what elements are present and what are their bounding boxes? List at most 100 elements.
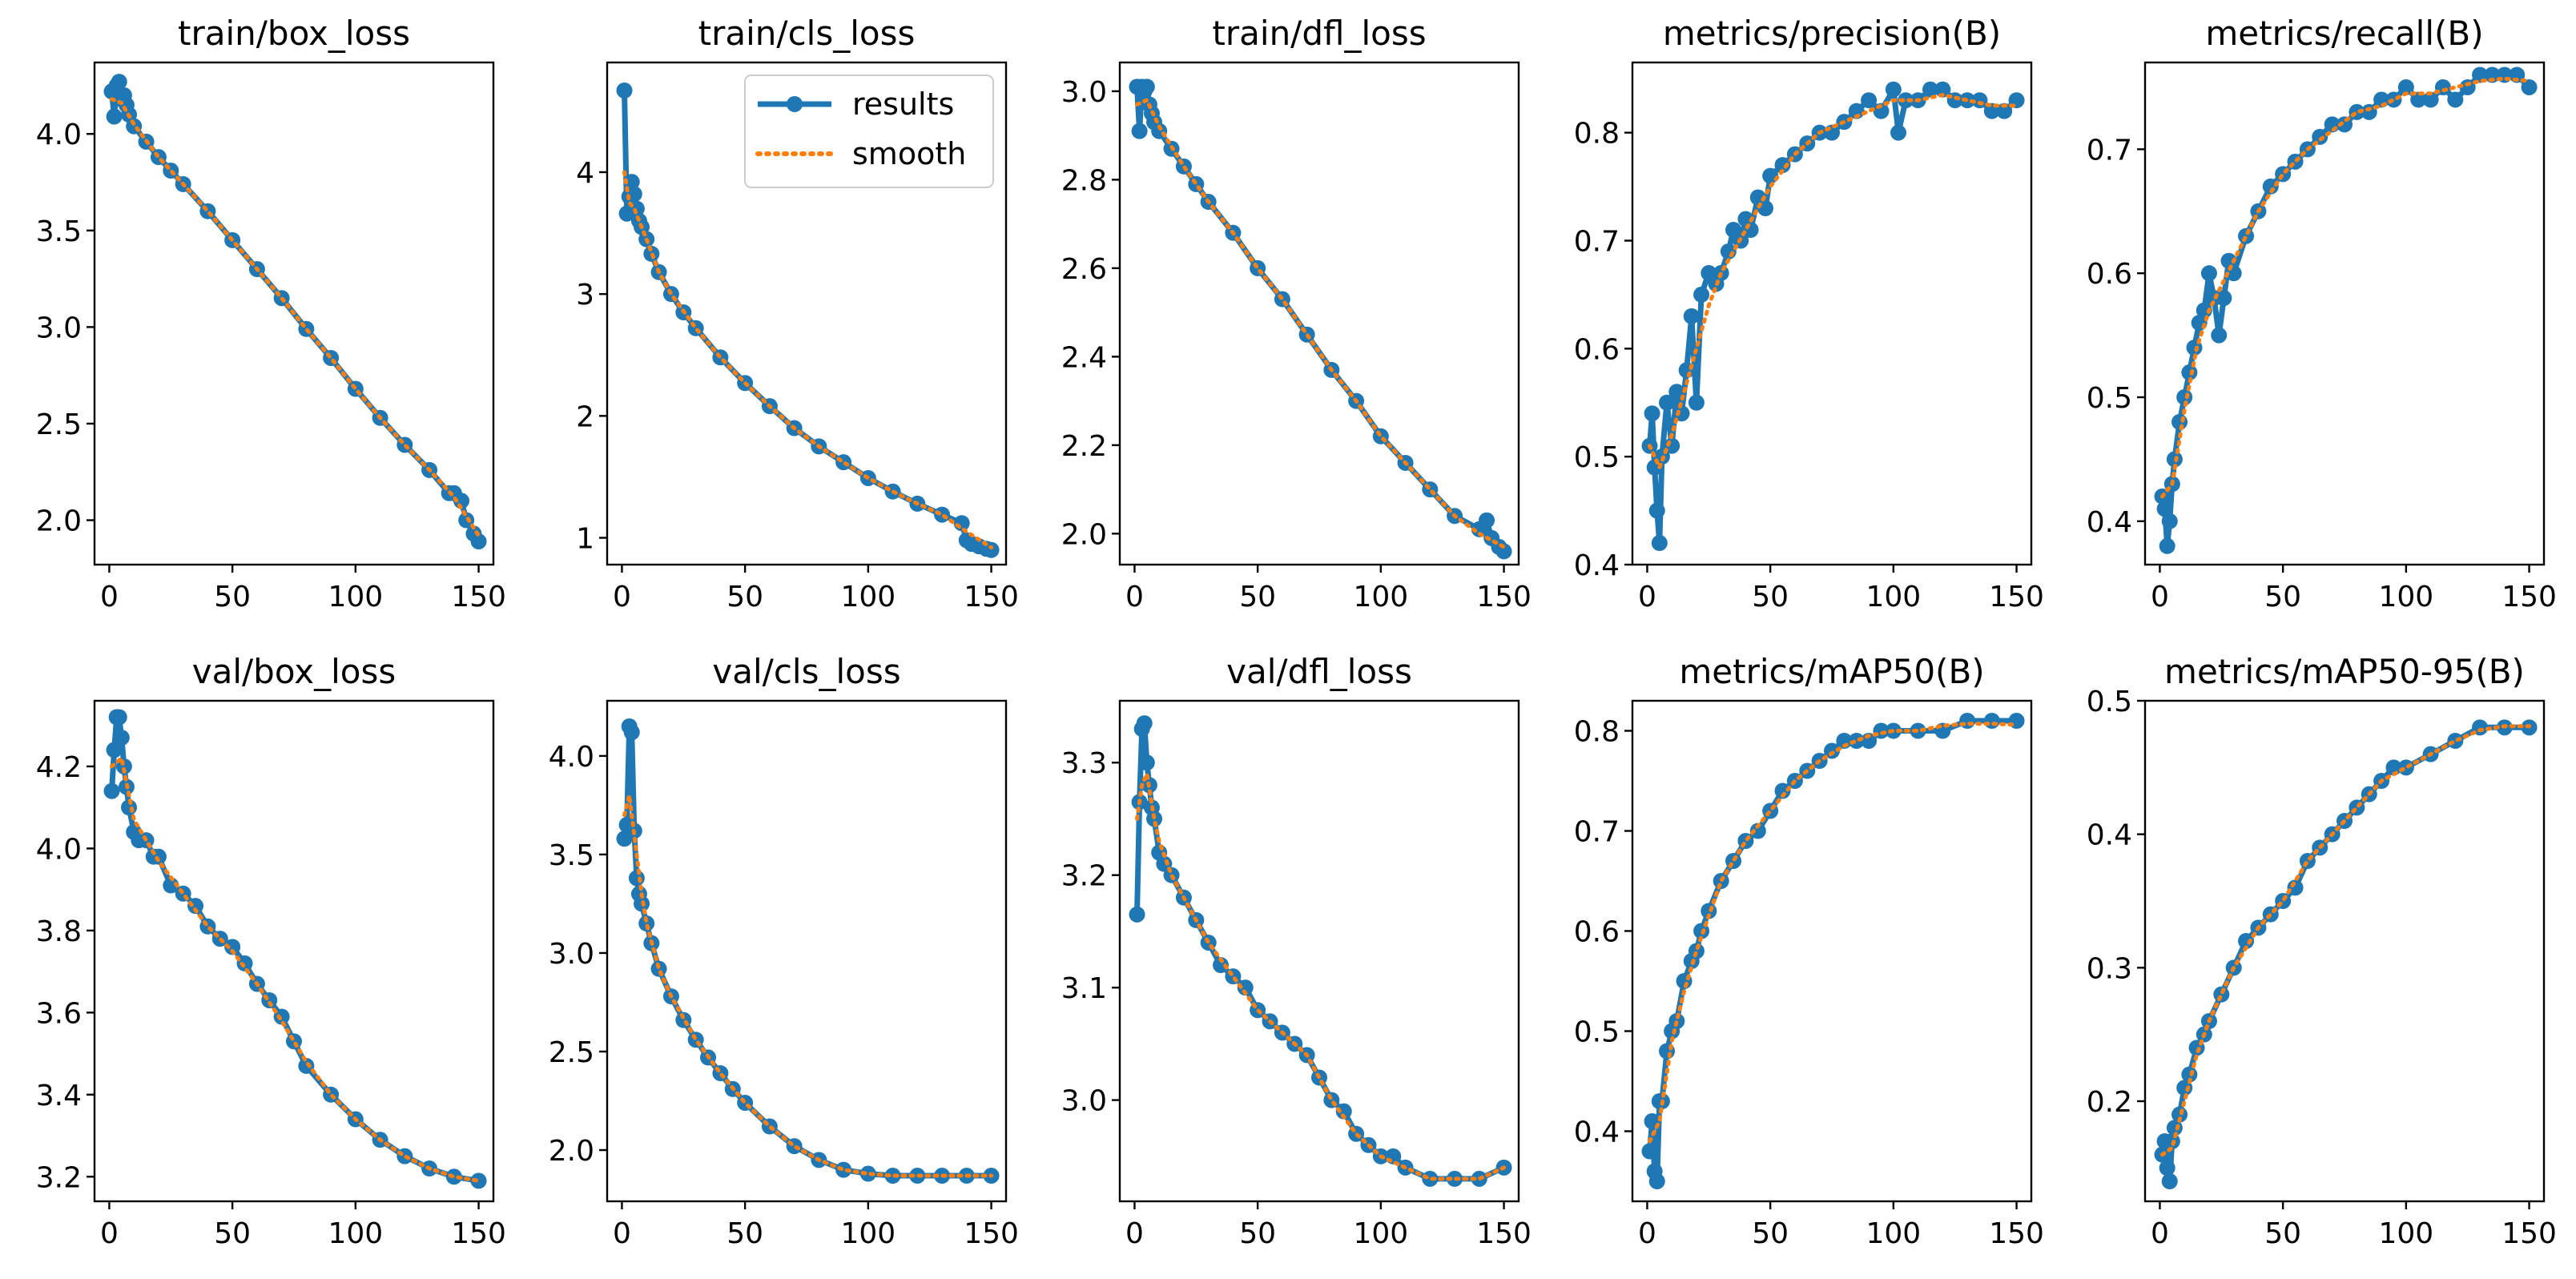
results-point: [199, 918, 216, 935]
y-tick-label: 2.6: [1061, 253, 1107, 286]
panel-title: train/cls_loss: [698, 14, 916, 53]
results-point: [1720, 243, 1737, 259]
results-point: [2161, 513, 2178, 529]
x-tick-label: 150: [1476, 1217, 1532, 1250]
y-tick-label: 2.8: [1061, 164, 1107, 197]
y-tick-label: 0.5: [2087, 686, 2132, 718]
y-tick-label: 0.6: [2087, 258, 2132, 291]
results-point: [2166, 1120, 2183, 1136]
results-point: [1848, 103, 1865, 119]
results-point: [199, 203, 216, 219]
results-point: [458, 512, 475, 529]
y-tick-label: 3.3: [1061, 747, 1107, 780]
x-tick-label: 150: [2502, 1217, 2557, 1250]
results-point: [2211, 327, 2228, 344]
x-tick-label: 50: [1239, 1217, 1276, 1250]
x-tick-label: 0: [1638, 581, 1656, 613]
y-tick-label: 0.4: [1574, 549, 1620, 582]
panel-title: train/box_loss: [178, 14, 410, 53]
x-tick-label: 50: [1752, 581, 1789, 613]
x-tick-label: 100: [1866, 581, 1921, 613]
results-point: [1922, 81, 1938, 98]
results-point: [224, 939, 241, 955]
results-point: [2238, 933, 2255, 949]
y-tick-label: 2.0: [549, 1135, 594, 1168]
y-tick-label: 3.5: [549, 839, 594, 872]
y-tick-label: 0.7: [2087, 134, 2132, 167]
y-tick-label: 3.0: [36, 312, 82, 344]
x-tick-label: 100: [1353, 1217, 1408, 1250]
smooth-line: [1135, 97, 1507, 549]
results-point: [470, 1172, 487, 1189]
panel-train-dfl-loss: train/dfl_loss 0 50 100 150 2.0 2.2 2.4 2.6 2.8 3.…: [1061, 14, 1532, 613]
smooth-line: [1648, 92, 2019, 473]
axes-frame: [1118, 61, 1520, 566]
results-point: [2156, 501, 2173, 517]
panel-title: train/dfl_loss: [1212, 14, 1426, 53]
x-tick-label: 0: [1125, 581, 1144, 613]
results-point: [1129, 906, 1145, 923]
panel-metrics-precision-b: metrics/precision(B) 0 50 100 150 0.4 0.5 0.6 0.…: [1574, 14, 2044, 613]
axes-frame: [2143, 699, 2546, 1203]
axes-frame: [1631, 61, 2033, 566]
results-point: [286, 1033, 302, 1050]
x-tick-label: 50: [1752, 1217, 1789, 1250]
y-tick-label: 2.5: [36, 408, 82, 441]
results-point: [786, 1138, 803, 1155]
results-point: [1385, 1148, 1402, 1164]
results-point: [616, 82, 633, 99]
results-point: [1762, 802, 1779, 819]
x-tick-label: 0: [100, 581, 119, 613]
results-point: [2275, 893, 2292, 909]
x-tick-label: 50: [214, 1217, 251, 1250]
y-tick-label: 2.0: [1061, 518, 1107, 551]
results-line: [1647, 718, 2020, 1184]
y-tick-label: 3.8: [36, 915, 82, 948]
panel-train-box-loss: train/box_loss 0 50 100 150 2.0 2.5 3.0 3.5 4.0: [36, 14, 506, 613]
results-point: [1335, 1103, 1352, 1120]
y-tick-label: 0.3: [2087, 952, 2132, 985]
y-tick-label: 0.6: [1574, 333, 1620, 366]
panel-title: metrics/mAP50(B): [1679, 652, 1984, 691]
results-point: [2262, 178, 2279, 195]
panel-metrics-map50-95-b: metrics/mAP50-95(B) 0 50 100 150 0.2 0.3 0.4 0.5: [2087, 652, 2557, 1250]
results-point: [2275, 166, 2292, 183]
results-point: [835, 454, 852, 471]
results-point: [2159, 537, 2176, 554]
y-tick-label: 4.0: [549, 741, 594, 774]
y-tick-label: 3: [576, 279, 594, 312]
panel-val-dfl-loss: val/dfl_loss 0 50 100 150 3.0 3.1 3.2 3.3: [1061, 652, 1532, 1250]
smooth-line: [110, 97, 481, 538]
results-point: [2397, 759, 2414, 776]
results-point: [2196, 302, 2212, 319]
y-tick-label: 1: [576, 523, 594, 556]
results-point: [2484, 66, 2501, 83]
results-point: [2238, 227, 2255, 244]
results-point: [628, 870, 645, 887]
y-tick-label: 4.2: [36, 751, 82, 784]
legend-results-marker: [787, 96, 803, 112]
y-tick-label: 0.8: [1574, 118, 1620, 151]
axes-frame: [1631, 699, 2033, 1203]
smooth-line: [110, 754, 481, 1183]
results-point: [273, 1008, 290, 1025]
y-tick-label: 2.2: [1061, 430, 1107, 463]
results-point: [1138, 78, 1155, 95]
results-point: [2181, 364, 2198, 381]
axes-frame: [606, 699, 1008, 1203]
y-tick-label: 3.2: [1061, 860, 1107, 893]
x-tick-label: 0: [100, 1217, 119, 1250]
results-point: [2349, 799, 2365, 816]
results-point: [2422, 91, 2439, 108]
results-point: [323, 349, 340, 366]
y-tick-label: 0.4: [1574, 1116, 1620, 1149]
x-tick-label: 0: [2151, 1217, 2169, 1250]
y-tick-label: 3.0: [1061, 1085, 1107, 1118]
y-tick-label: 0.5: [1574, 1016, 1620, 1049]
results-point: [1848, 733, 1865, 749]
x-tick-label: 100: [840, 581, 896, 613]
x-tick-label: 150: [1989, 581, 2044, 613]
results-point: [1688, 394, 1705, 411]
y-tick-label: 0.5: [2087, 382, 2132, 415]
